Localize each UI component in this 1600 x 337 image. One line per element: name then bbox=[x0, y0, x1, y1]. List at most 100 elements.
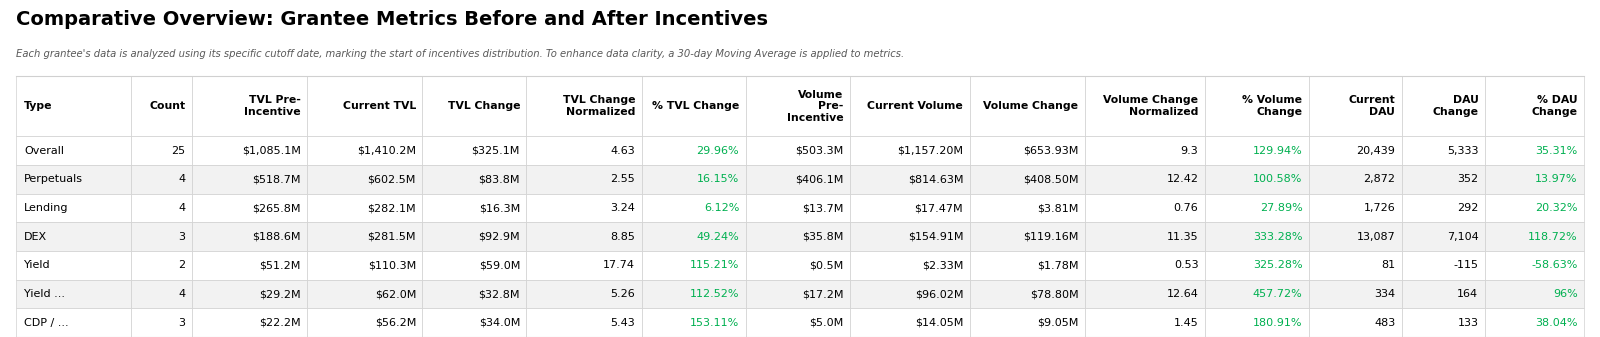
Text: $5.0M: $5.0M bbox=[810, 318, 843, 328]
Text: $1,157.20M: $1,157.20M bbox=[898, 146, 963, 156]
FancyBboxPatch shape bbox=[1309, 222, 1402, 251]
Text: $1.78M: $1.78M bbox=[1037, 261, 1078, 270]
FancyBboxPatch shape bbox=[970, 76, 1085, 136]
Text: Current Volume: Current Volume bbox=[867, 101, 963, 111]
Text: $119.16M: $119.16M bbox=[1022, 232, 1078, 242]
Text: 38.04%: 38.04% bbox=[1534, 318, 1578, 328]
Text: 9.3: 9.3 bbox=[1181, 146, 1198, 156]
FancyBboxPatch shape bbox=[1205, 222, 1309, 251]
FancyBboxPatch shape bbox=[1309, 165, 1402, 194]
Text: 1.45: 1.45 bbox=[1174, 318, 1198, 328]
Text: Yield ...: Yield ... bbox=[24, 289, 66, 299]
Text: 133: 133 bbox=[1458, 318, 1478, 328]
FancyBboxPatch shape bbox=[131, 76, 192, 136]
FancyBboxPatch shape bbox=[642, 251, 746, 280]
FancyBboxPatch shape bbox=[307, 280, 422, 308]
FancyBboxPatch shape bbox=[307, 194, 422, 222]
FancyBboxPatch shape bbox=[192, 280, 307, 308]
Text: $35.8M: $35.8M bbox=[802, 232, 843, 242]
Text: $17.2M: $17.2M bbox=[802, 289, 843, 299]
FancyBboxPatch shape bbox=[526, 136, 642, 165]
FancyBboxPatch shape bbox=[131, 280, 192, 308]
Text: 12.64: 12.64 bbox=[1166, 289, 1198, 299]
Text: $282.1M: $282.1M bbox=[368, 203, 416, 213]
Text: $78.80M: $78.80M bbox=[1030, 289, 1078, 299]
Text: $17.47M: $17.47M bbox=[915, 203, 963, 213]
FancyBboxPatch shape bbox=[192, 136, 307, 165]
FancyBboxPatch shape bbox=[1309, 251, 1402, 280]
FancyBboxPatch shape bbox=[1205, 308, 1309, 337]
Text: Perpetuals: Perpetuals bbox=[24, 175, 83, 184]
Text: 334: 334 bbox=[1374, 289, 1395, 299]
Text: 20.32%: 20.32% bbox=[1534, 203, 1578, 213]
Text: $653.93M: $653.93M bbox=[1022, 146, 1078, 156]
FancyBboxPatch shape bbox=[746, 76, 850, 136]
FancyBboxPatch shape bbox=[1085, 76, 1205, 136]
Text: Yield: Yield bbox=[24, 261, 51, 270]
Text: $83.8M: $83.8M bbox=[478, 175, 520, 184]
Text: Type: Type bbox=[24, 101, 53, 111]
Text: 16.15%: 16.15% bbox=[698, 175, 739, 184]
Text: $281.5M: $281.5M bbox=[368, 232, 416, 242]
Text: 13,087: 13,087 bbox=[1357, 232, 1395, 242]
Text: -58.63%: -58.63% bbox=[1531, 261, 1578, 270]
Text: Overall: Overall bbox=[24, 146, 64, 156]
Text: 112.52%: 112.52% bbox=[690, 289, 739, 299]
Text: 7,104: 7,104 bbox=[1446, 232, 1478, 242]
Text: 2,872: 2,872 bbox=[1363, 175, 1395, 184]
Text: 2.55: 2.55 bbox=[611, 175, 635, 184]
Text: $408.50M: $408.50M bbox=[1022, 175, 1078, 184]
Text: TVL Change
Normalized: TVL Change Normalized bbox=[563, 95, 635, 117]
Text: Volume
Pre-
Incentive: Volume Pre- Incentive bbox=[787, 90, 843, 123]
Text: 8.85: 8.85 bbox=[610, 232, 635, 242]
Text: 4: 4 bbox=[179, 175, 186, 184]
FancyBboxPatch shape bbox=[746, 251, 850, 280]
FancyBboxPatch shape bbox=[422, 280, 526, 308]
Text: $2.33M: $2.33M bbox=[922, 261, 963, 270]
FancyBboxPatch shape bbox=[307, 165, 422, 194]
Text: 3: 3 bbox=[179, 232, 186, 242]
FancyBboxPatch shape bbox=[192, 222, 307, 251]
Text: 35.31%: 35.31% bbox=[1536, 146, 1578, 156]
Text: 115.21%: 115.21% bbox=[690, 261, 739, 270]
FancyBboxPatch shape bbox=[970, 136, 1085, 165]
Text: $29.2M: $29.2M bbox=[259, 289, 301, 299]
FancyBboxPatch shape bbox=[192, 251, 307, 280]
FancyBboxPatch shape bbox=[1485, 222, 1584, 251]
FancyBboxPatch shape bbox=[746, 280, 850, 308]
FancyBboxPatch shape bbox=[131, 194, 192, 222]
Text: Current TVL: Current TVL bbox=[342, 101, 416, 111]
FancyBboxPatch shape bbox=[642, 280, 746, 308]
FancyBboxPatch shape bbox=[1485, 165, 1584, 194]
FancyBboxPatch shape bbox=[1309, 280, 1402, 308]
Text: $92.9M: $92.9M bbox=[478, 232, 520, 242]
FancyBboxPatch shape bbox=[422, 136, 526, 165]
FancyBboxPatch shape bbox=[131, 165, 192, 194]
Text: 180.91%: 180.91% bbox=[1253, 318, 1302, 328]
Text: -115: -115 bbox=[1453, 261, 1478, 270]
Text: 292: 292 bbox=[1458, 203, 1478, 213]
FancyBboxPatch shape bbox=[1205, 280, 1309, 308]
Text: Each grantee's data is analyzed using its specific cutoff date, marking the star: Each grantee's data is analyzed using it… bbox=[16, 49, 904, 59]
Text: TVL Pre-
Incentive: TVL Pre- Incentive bbox=[245, 95, 301, 117]
FancyBboxPatch shape bbox=[1485, 251, 1584, 280]
Text: 0.53: 0.53 bbox=[1174, 261, 1198, 270]
Text: 4: 4 bbox=[179, 289, 186, 299]
FancyBboxPatch shape bbox=[1309, 136, 1402, 165]
Text: 81: 81 bbox=[1381, 261, 1395, 270]
Text: $34.0M: $34.0M bbox=[478, 318, 520, 328]
FancyBboxPatch shape bbox=[131, 251, 192, 280]
Text: $518.7M: $518.7M bbox=[253, 175, 301, 184]
FancyBboxPatch shape bbox=[307, 136, 422, 165]
Text: 5.43: 5.43 bbox=[611, 318, 635, 328]
FancyBboxPatch shape bbox=[746, 308, 850, 337]
FancyBboxPatch shape bbox=[1205, 76, 1309, 136]
Text: 2: 2 bbox=[179, 261, 186, 270]
FancyBboxPatch shape bbox=[1402, 308, 1485, 337]
Text: 6.12%: 6.12% bbox=[704, 203, 739, 213]
FancyBboxPatch shape bbox=[1085, 222, 1205, 251]
Text: 96%: 96% bbox=[1554, 289, 1578, 299]
Text: Current
DAU: Current DAU bbox=[1349, 95, 1395, 117]
FancyBboxPatch shape bbox=[642, 308, 746, 337]
FancyBboxPatch shape bbox=[16, 165, 131, 194]
